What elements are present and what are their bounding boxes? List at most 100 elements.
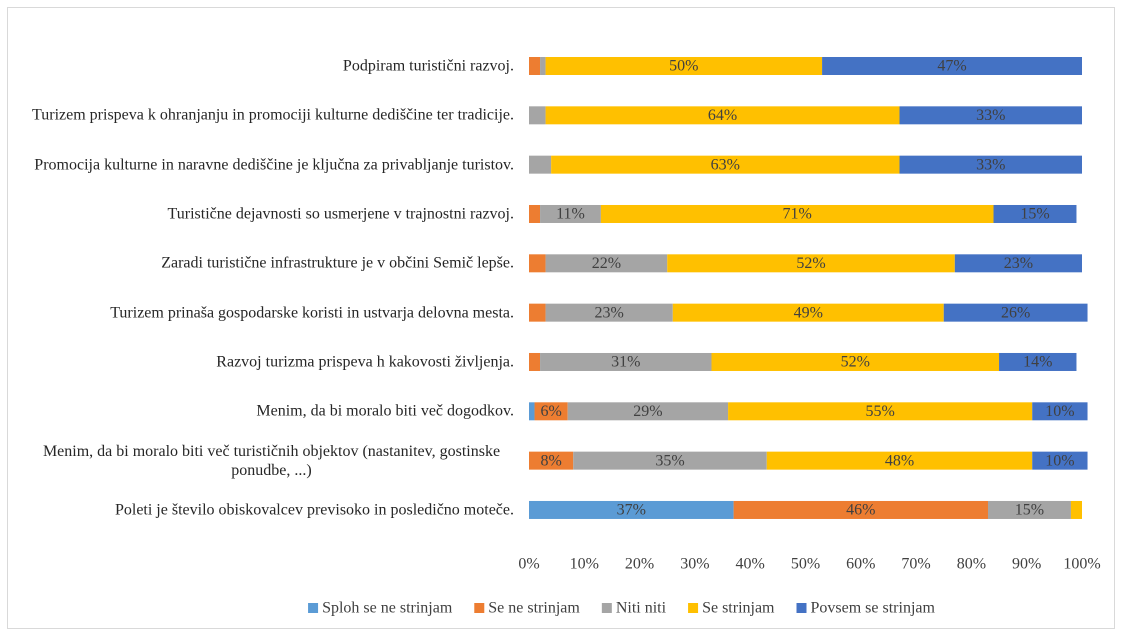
data-label: 15% bbox=[1015, 502, 1044, 519]
data-label: 63% bbox=[711, 156, 740, 173]
bar-segment bbox=[529, 352, 541, 371]
bar-segment bbox=[943, 303, 1088, 322]
bar-segment bbox=[529, 500, 734, 519]
bar-segment bbox=[987, 500, 1071, 519]
x-tick-label: 90% bbox=[1012, 556, 1041, 573]
bar-segment bbox=[545, 303, 673, 322]
data-label: 71% bbox=[783, 206, 812, 223]
legend-label: Povsem se strinjam bbox=[811, 600, 936, 617]
category-label: Razvoj turizma prispeva h kakovosti živl… bbox=[216, 353, 514, 371]
category-label: Zaradi turistične infrastrukture je v ob… bbox=[161, 254, 514, 272]
data-label: 23% bbox=[595, 304, 624, 321]
chart-frame bbox=[7, 7, 1115, 629]
bar-segment bbox=[540, 204, 601, 223]
data-label: 64% bbox=[708, 107, 737, 124]
category-label: Turistične dejavnosti so usmerjene v tra… bbox=[167, 205, 514, 223]
bar-segment bbox=[999, 352, 1077, 371]
category-label: Promocija kulturne in naravne dediščine … bbox=[34, 156, 514, 174]
bar-segment bbox=[529, 402, 535, 421]
data-label: 10% bbox=[1045, 403, 1074, 420]
bar-segment bbox=[540, 57, 546, 75]
bar-segment bbox=[551, 155, 900, 174]
x-tick-label: 80% bbox=[957, 556, 986, 573]
bar-segment bbox=[529, 155, 552, 174]
x-tick-label: 0% bbox=[518, 556, 539, 573]
bar-segment bbox=[540, 352, 712, 371]
category-label: Turizem prinaša gospodarske koristi in u… bbox=[110, 304, 514, 322]
bar-segment bbox=[766, 451, 1033, 470]
bar-segment bbox=[529, 254, 546, 273]
data-label: 15% bbox=[1020, 206, 1049, 223]
data-label: 46% bbox=[846, 502, 875, 519]
x-tick-label: 70% bbox=[901, 556, 930, 573]
legend-label: Se strinjam bbox=[702, 600, 775, 617]
bar-segment bbox=[822, 57, 1082, 75]
data-label: 11% bbox=[556, 206, 585, 223]
bar-segment bbox=[545, 254, 668, 273]
bar-segment bbox=[600, 204, 994, 223]
bar-segment bbox=[954, 254, 1082, 273]
legend-swatch bbox=[601, 603, 612, 613]
x-tick-label: 40% bbox=[736, 556, 765, 573]
bar-segment bbox=[1032, 402, 1088, 421]
data-label: 35% bbox=[655, 452, 684, 469]
data-label: 10% bbox=[1045, 452, 1074, 469]
category-label: Podpiram turistični razvoj. bbox=[342, 57, 514, 75]
data-label: 6% bbox=[540, 403, 561, 420]
category-label: Poleti je število obiskovalcev previsoko… bbox=[114, 501, 514, 519]
data-label: 52% bbox=[796, 255, 825, 272]
bar-segment bbox=[733, 500, 988, 519]
bar-segment bbox=[993, 204, 1077, 223]
bar-segment bbox=[728, 402, 1033, 421]
data-label: 48% bbox=[885, 452, 914, 469]
bar-segment bbox=[545, 106, 900, 125]
category-label: Menim, da bi moralo biti več dogodkov. bbox=[256, 402, 514, 420]
data-label: 14% bbox=[1023, 354, 1052, 371]
legend-item: Se strinjam bbox=[688, 600, 775, 617]
bar-segment bbox=[1070, 500, 1082, 519]
bar-segment bbox=[529, 57, 541, 75]
data-label: 50% bbox=[669, 58, 698, 75]
x-tick-label: 10% bbox=[570, 556, 599, 573]
x-tick-label: 30% bbox=[680, 556, 709, 573]
bar-segment bbox=[667, 254, 955, 273]
data-label: 52% bbox=[841, 354, 870, 371]
data-label: 37% bbox=[617, 502, 646, 519]
data-label: 55% bbox=[865, 403, 894, 420]
bar-segment bbox=[1032, 451, 1088, 470]
category-label: Menim, da bi moralo biti več turističnih… bbox=[42, 442, 501, 479]
data-label: 23% bbox=[1004, 255, 1033, 272]
bar-segment bbox=[899, 106, 1082, 125]
data-label: 22% bbox=[592, 255, 621, 272]
data-label: 26% bbox=[1001, 304, 1030, 321]
x-tick-label: 100% bbox=[1063, 556, 1100, 573]
bar-segment bbox=[529, 303, 546, 322]
data-label: 47% bbox=[937, 58, 966, 75]
data-label: 49% bbox=[794, 304, 823, 321]
bar-segment bbox=[672, 303, 944, 322]
bar-segment bbox=[573, 451, 767, 470]
data-label: 33% bbox=[976, 156, 1005, 173]
bar-segment bbox=[711, 352, 1000, 371]
data-label: 33% bbox=[976, 107, 1005, 124]
bar-segment bbox=[529, 106, 546, 125]
legend-item: Sploh se ne strinjam bbox=[308, 600, 453, 617]
x-tick-label: 50% bbox=[791, 556, 820, 573]
legend-label: Se ne strinjam bbox=[488, 600, 580, 617]
data-label: 29% bbox=[633, 403, 662, 420]
bar-segment bbox=[899, 155, 1082, 174]
legend-item: Povsem se strinjam bbox=[796, 600, 936, 617]
legend-label: Sploh se ne strinjam bbox=[322, 600, 453, 617]
legend-swatch bbox=[688, 603, 699, 613]
legend-item: Se ne strinjam bbox=[474, 600, 580, 617]
data-label: 31% bbox=[611, 354, 640, 371]
legend-item: Niti niti bbox=[601, 600, 667, 617]
bar-segment bbox=[529, 204, 541, 223]
x-tick-label: 20% bbox=[625, 556, 654, 573]
x-tick-label: 60% bbox=[846, 556, 875, 573]
bar-segment bbox=[567, 402, 729, 421]
bar-segment bbox=[545, 57, 823, 75]
category-label: Turizem prispeva k ohranjanju in promoci… bbox=[32, 106, 514, 124]
